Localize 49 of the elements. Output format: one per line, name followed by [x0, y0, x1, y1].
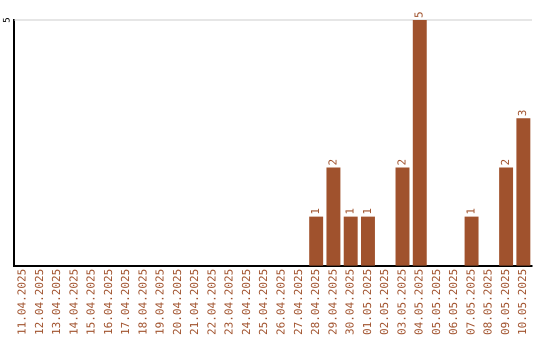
x-tick-label: 10.05.2025 — [516, 268, 530, 336]
bar — [326, 167, 340, 266]
data-label: 2 — [498, 158, 512, 166]
data-label: 1 — [344, 208, 357, 215]
x-tick-label: 17.04.2025 — [119, 268, 132, 336]
x-tick-label: 15.04.2025 — [84, 268, 98, 336]
x-tick-label: 06.05.2025 — [447, 268, 460, 336]
x-tick-label: 28.04.2025 — [309, 268, 322, 336]
bar — [360, 216, 375, 266]
x-tick-label: 11.04.2025 — [15, 268, 28, 336]
data-label: 1 — [360, 208, 374, 215]
x-tick-label: 24.04.2025 — [240, 268, 253, 336]
data-label: 2 — [326, 158, 340, 166]
x-tick-label: 23.04.2025 — [222, 268, 236, 336]
x-tick-label: 26.04.2025 — [274, 268, 288, 336]
x-tick-label: 16.04.2025 — [102, 268, 115, 336]
data-label: 3 — [516, 110, 530, 116]
bar — [499, 167, 514, 266]
x-tick-label: 07.05.2025 — [464, 268, 478, 336]
x-tick-label: 18.04.2025 — [136, 268, 150, 336]
x-tick-label: 25.04.2025 — [257, 268, 270, 336]
data-label: 1 — [464, 208, 478, 215]
x-tick-label: 30.04.2025 — [344, 268, 357, 336]
data-label: 1 — [309, 208, 322, 215]
x-tick-label: 12.04.2025 — [32, 268, 46, 336]
data-label: 2 — [395, 158, 408, 166]
bar — [516, 118, 530, 266]
x-tick-label: 03.05.2025 — [395, 268, 408, 336]
x-tick-label: 14.04.2025 — [67, 268, 80, 336]
x-tick-label: 20.04.2025 — [170, 268, 184, 336]
bar — [344, 216, 358, 266]
x-tick-label: 09.05.2025 — [498, 268, 512, 336]
x-tick-label: 04.05.2025 — [412, 268, 426, 336]
x-tick-label: 08.05.2025 — [482, 268, 495, 336]
x-tick-label: 27.04.2025 — [292, 268, 305, 336]
x-tick-label: 02.05.2025 — [378, 268, 392, 336]
bar — [309, 216, 324, 266]
x-tick-label: 29.04.2025 — [326, 268, 340, 336]
bar — [464, 216, 479, 266]
data-label: 5 — [412, 11, 426, 18]
x-tick-label: 19.04.2025 — [154, 268, 167, 336]
x-tick-label: 21.04.2025 — [188, 268, 202, 336]
x-tick-label: 05.05.2025 — [430, 268, 443, 336]
bar — [396, 167, 410, 266]
ref-line-label: 5 — [2, 17, 12, 23]
x-tick-label: 13.04.2025 — [50, 268, 64, 336]
bar — [412, 20, 427, 266]
x-tick-label: 01.05.2025 — [360, 268, 374, 336]
x-tick-label: 22.04.2025 — [205, 268, 218, 336]
